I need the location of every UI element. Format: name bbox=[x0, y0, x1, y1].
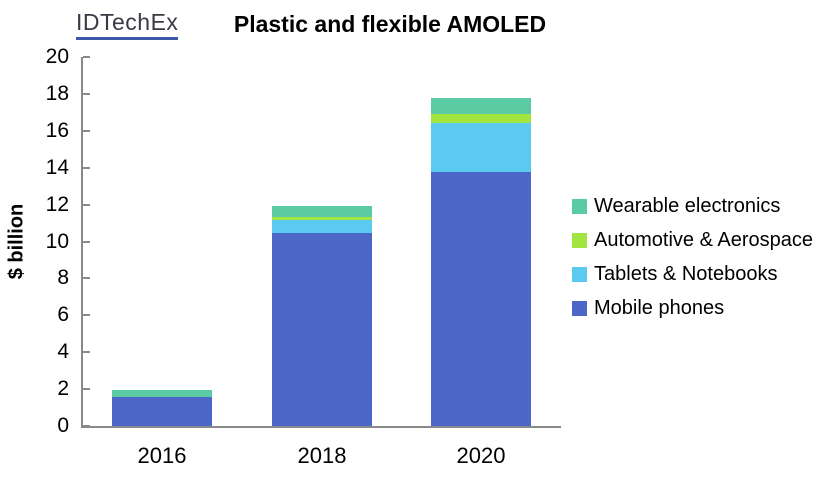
legend-item: Automotive & Aerospace bbox=[572, 230, 813, 251]
y-tick-mark bbox=[83, 351, 90, 354]
legend-swatch bbox=[572, 199, 587, 214]
y-tick-label: 20 bbox=[45, 45, 69, 68]
y-tick-mark bbox=[83, 56, 90, 58]
legend-swatch bbox=[572, 301, 587, 316]
legend-swatch bbox=[572, 233, 587, 248]
chart-title: Plastic and flexible AMOLED bbox=[233, 11, 547, 37]
bar-segment bbox=[272, 220, 372, 234]
y-tick-mark bbox=[83, 277, 90, 280]
y-tick-label: 16 bbox=[45, 118, 69, 142]
legend-label: Wearable electronics bbox=[594, 195, 781, 217]
y-tick-mark bbox=[83, 129, 90, 132]
y-tick-mark bbox=[83, 425, 90, 427]
x-tick-label: 2018 bbox=[297, 443, 347, 468]
y-tick-label: 14 bbox=[45, 155, 69, 179]
y-tick-mark bbox=[83, 240, 90, 243]
legend: Wearable electronics Automotive & Aerospa… bbox=[572, 196, 813, 319]
bar-segment bbox=[272, 217, 372, 221]
legend-label: Tablets & Notebooks bbox=[594, 263, 778, 285]
y-tick-label: 4 bbox=[57, 340, 69, 364]
y-tick-mark bbox=[83, 388, 90, 391]
bar-segment bbox=[112, 389, 212, 398]
x-tick-label: 2020 bbox=[456, 443, 506, 468]
legend-item: Wearable electronics bbox=[572, 196, 813, 217]
bar-segment bbox=[431, 97, 531, 114]
bar-segment bbox=[272, 206, 372, 218]
legend-item: Mobile phones bbox=[572, 298, 813, 319]
bar-segment bbox=[272, 233, 372, 426]
bar-2020 bbox=[431, 97, 531, 426]
y-tick-label: 0 bbox=[57, 414, 69, 437]
y-tick-mark bbox=[83, 92, 90, 95]
bar-2018 bbox=[272, 206, 372, 426]
bar-segment bbox=[431, 123, 531, 173]
y-tick-mark bbox=[83, 203, 90, 206]
bar-segment bbox=[112, 397, 212, 426]
y-tick-label: 2 bbox=[57, 377, 69, 401]
bar-segment bbox=[431, 172, 531, 426]
y-tick-mark bbox=[83, 314, 90, 317]
legend-label: Mobile phones bbox=[594, 297, 725, 319]
y-tick-label: 18 bbox=[45, 81, 69, 105]
legend-label: Automotive & Aerospace bbox=[594, 229, 814, 251]
y-tick-mark bbox=[83, 166, 90, 169]
idtechex-logo: IDTechEx bbox=[76, 9, 179, 40]
bar-2016 bbox=[112, 389, 212, 426]
x-tick-label: 2016 bbox=[137, 443, 187, 468]
bar-segment bbox=[431, 113, 531, 124]
legend-swatch bbox=[572, 267, 587, 282]
legend-item: Tablets & Notebooks bbox=[572, 264, 813, 285]
y-tick-label: 12 bbox=[45, 192, 69, 216]
y-tick-label: 10 bbox=[45, 229, 69, 253]
y-tick-label: 8 bbox=[57, 266, 69, 290]
plot-area: 0 2 4 6 8 10 12 14 16 18 20 2016 2018 2020 bbox=[46, 46, 561, 468]
y-tick-label: 6 bbox=[57, 303, 69, 327]
